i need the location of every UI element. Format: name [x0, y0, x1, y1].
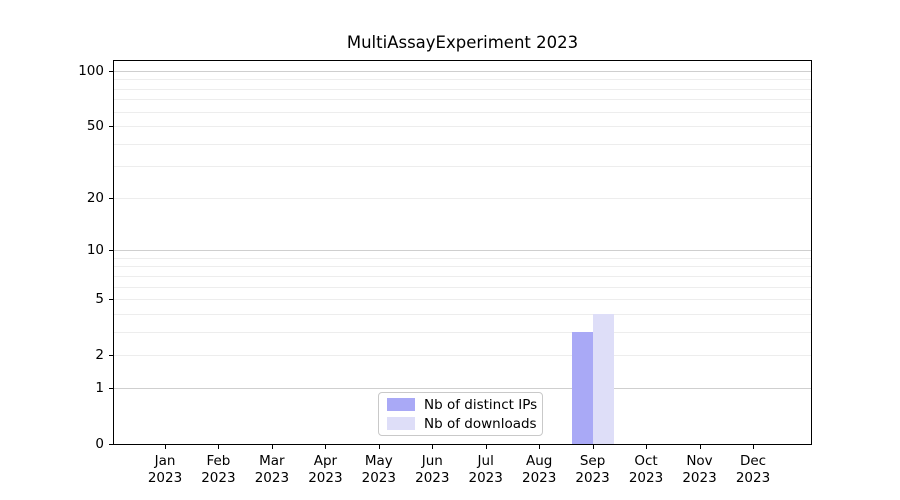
legend-row: Nb of downloads: [387, 416, 542, 432]
x-tick-label: Jan 2023: [135, 453, 195, 486]
x-tick: [218, 445, 220, 449]
x-tick-label: Apr 2023: [295, 453, 355, 486]
y-tick: [109, 197, 113, 199]
x-tick-month: Aug: [526, 453, 553, 469]
x-tick: [699, 445, 701, 449]
x-tick-label: Feb 2023: [188, 453, 248, 486]
minor-gridline: [114, 266, 811, 268]
minor-gridline: [114, 79, 811, 81]
minor-gridline: [114, 143, 811, 145]
legend-label: Nb of distinct IPs: [424, 396, 538, 413]
major-gridline: [114, 250, 811, 252]
y-tick-label: 10: [86, 242, 104, 259]
x-tick-year: 2023: [575, 469, 610, 486]
legend-swatch-downloads: [387, 417, 415, 430]
minor-gridline: [114, 299, 811, 301]
minor-gridline: [114, 88, 811, 90]
y-tick-label: 5: [95, 291, 104, 308]
minor-gridline: [114, 99, 811, 101]
x-tick-month: Mar: [259, 453, 285, 469]
x-tick-month: Jan: [154, 453, 176, 469]
chart-title: MultiAssayExperiment 2023: [346, 33, 579, 52]
y-tick-label: 1: [95, 379, 104, 396]
bar-distinct-ips: [571, 331, 593, 444]
y-tick-label: 0: [95, 436, 104, 452]
x-tick: [432, 445, 434, 449]
minor-gridline: [114, 286, 811, 288]
y-tick: [109, 70, 113, 72]
x-tick-label: Aug 2023: [509, 453, 569, 486]
x-tick-year: 2023: [735, 469, 771, 486]
x-tick: [485, 445, 487, 449]
y-tick: [109, 444, 113, 445]
minor-gridline: [114, 275, 811, 277]
x-tick: [271, 445, 273, 449]
x-tick-year: 2023: [682, 469, 717, 486]
y-tick-label: 20: [86, 189, 104, 206]
x-tick-month: Oct: [634, 453, 658, 469]
x-tick-year: 2023: [415, 469, 450, 486]
x-tick-year: 2023: [254, 469, 290, 486]
y-tick: [109, 126, 113, 127]
x-tick-year: 2023: [308, 469, 343, 486]
x-tick: [753, 445, 754, 449]
x-tick: [165, 445, 166, 449]
legend: Nb of distinct IPs Nb of downloads: [378, 392, 543, 436]
x-tick: [539, 445, 541, 449]
y-tick: [109, 387, 113, 389]
x-tick-month: Apr: [313, 453, 338, 469]
y-tick: [109, 299, 113, 301]
x-tick-month: Nov: [686, 453, 713, 469]
legend-label: Nb of downloads: [424, 415, 537, 432]
x-tick-label: Nov 2023: [670, 453, 730, 486]
major-gridline: [114, 70, 811, 72]
minor-gridline: [114, 166, 811, 168]
bar-downloads: [592, 313, 614, 444]
minor-gridline: [114, 313, 811, 315]
x-tick-label: Mar 2023: [242, 453, 302, 486]
x-tick: [378, 445, 380, 449]
legend-row: Nb of distinct IPs: [387, 397, 542, 413]
minor-gridline: [114, 126, 811, 127]
x-tick-month: Sep: [579, 453, 606, 469]
x-tick-year: 2023: [522, 469, 557, 486]
x-tick-year: 2023: [147, 469, 183, 486]
x-tick-year: 2023: [628, 469, 664, 486]
minor-gridline: [114, 355, 811, 357]
minor-gridline: [114, 331, 811, 333]
x-tick-month: Dec: [739, 453, 767, 469]
minor-gridline: [114, 197, 811, 199]
x-tick-month: Jul: [477, 453, 494, 469]
y-tick-label: 50: [86, 118, 104, 134]
x-tick: [592, 445, 594, 449]
x-tick-month: May: [364, 453, 393, 469]
x-tick-label: Dec 2023: [723, 453, 783, 486]
x-tick: [646, 445, 647, 449]
x-tick-month: Feb: [206, 453, 231, 469]
x-tick-year: 2023: [201, 469, 236, 486]
major-gridline: [114, 387, 811, 389]
x-tick-year: 2023: [361, 469, 396, 486]
x-tick-label: May 2023: [349, 453, 409, 486]
x-tick: [325, 445, 327, 449]
legend-swatch-distinct-ips: [387, 398, 415, 411]
minor-gridline: [114, 111, 811, 113]
x-tick-label: Jul 2023: [456, 453, 516, 486]
x-tick-label: Jun 2023: [402, 453, 462, 486]
x-tick-month: Jun: [421, 453, 443, 469]
plot-area: [113, 60, 812, 445]
x-tick-label: Sep 2023: [563, 453, 623, 486]
minor-gridline: [114, 257, 811, 259]
y-tick: [109, 355, 113, 357]
x-tick-year: 2023: [468, 469, 503, 486]
x-tick-label: Oct 2023: [616, 453, 676, 486]
y-tick-label: 2: [95, 347, 104, 364]
y-tick-label: 100: [78, 62, 104, 79]
y-tick: [109, 250, 113, 252]
